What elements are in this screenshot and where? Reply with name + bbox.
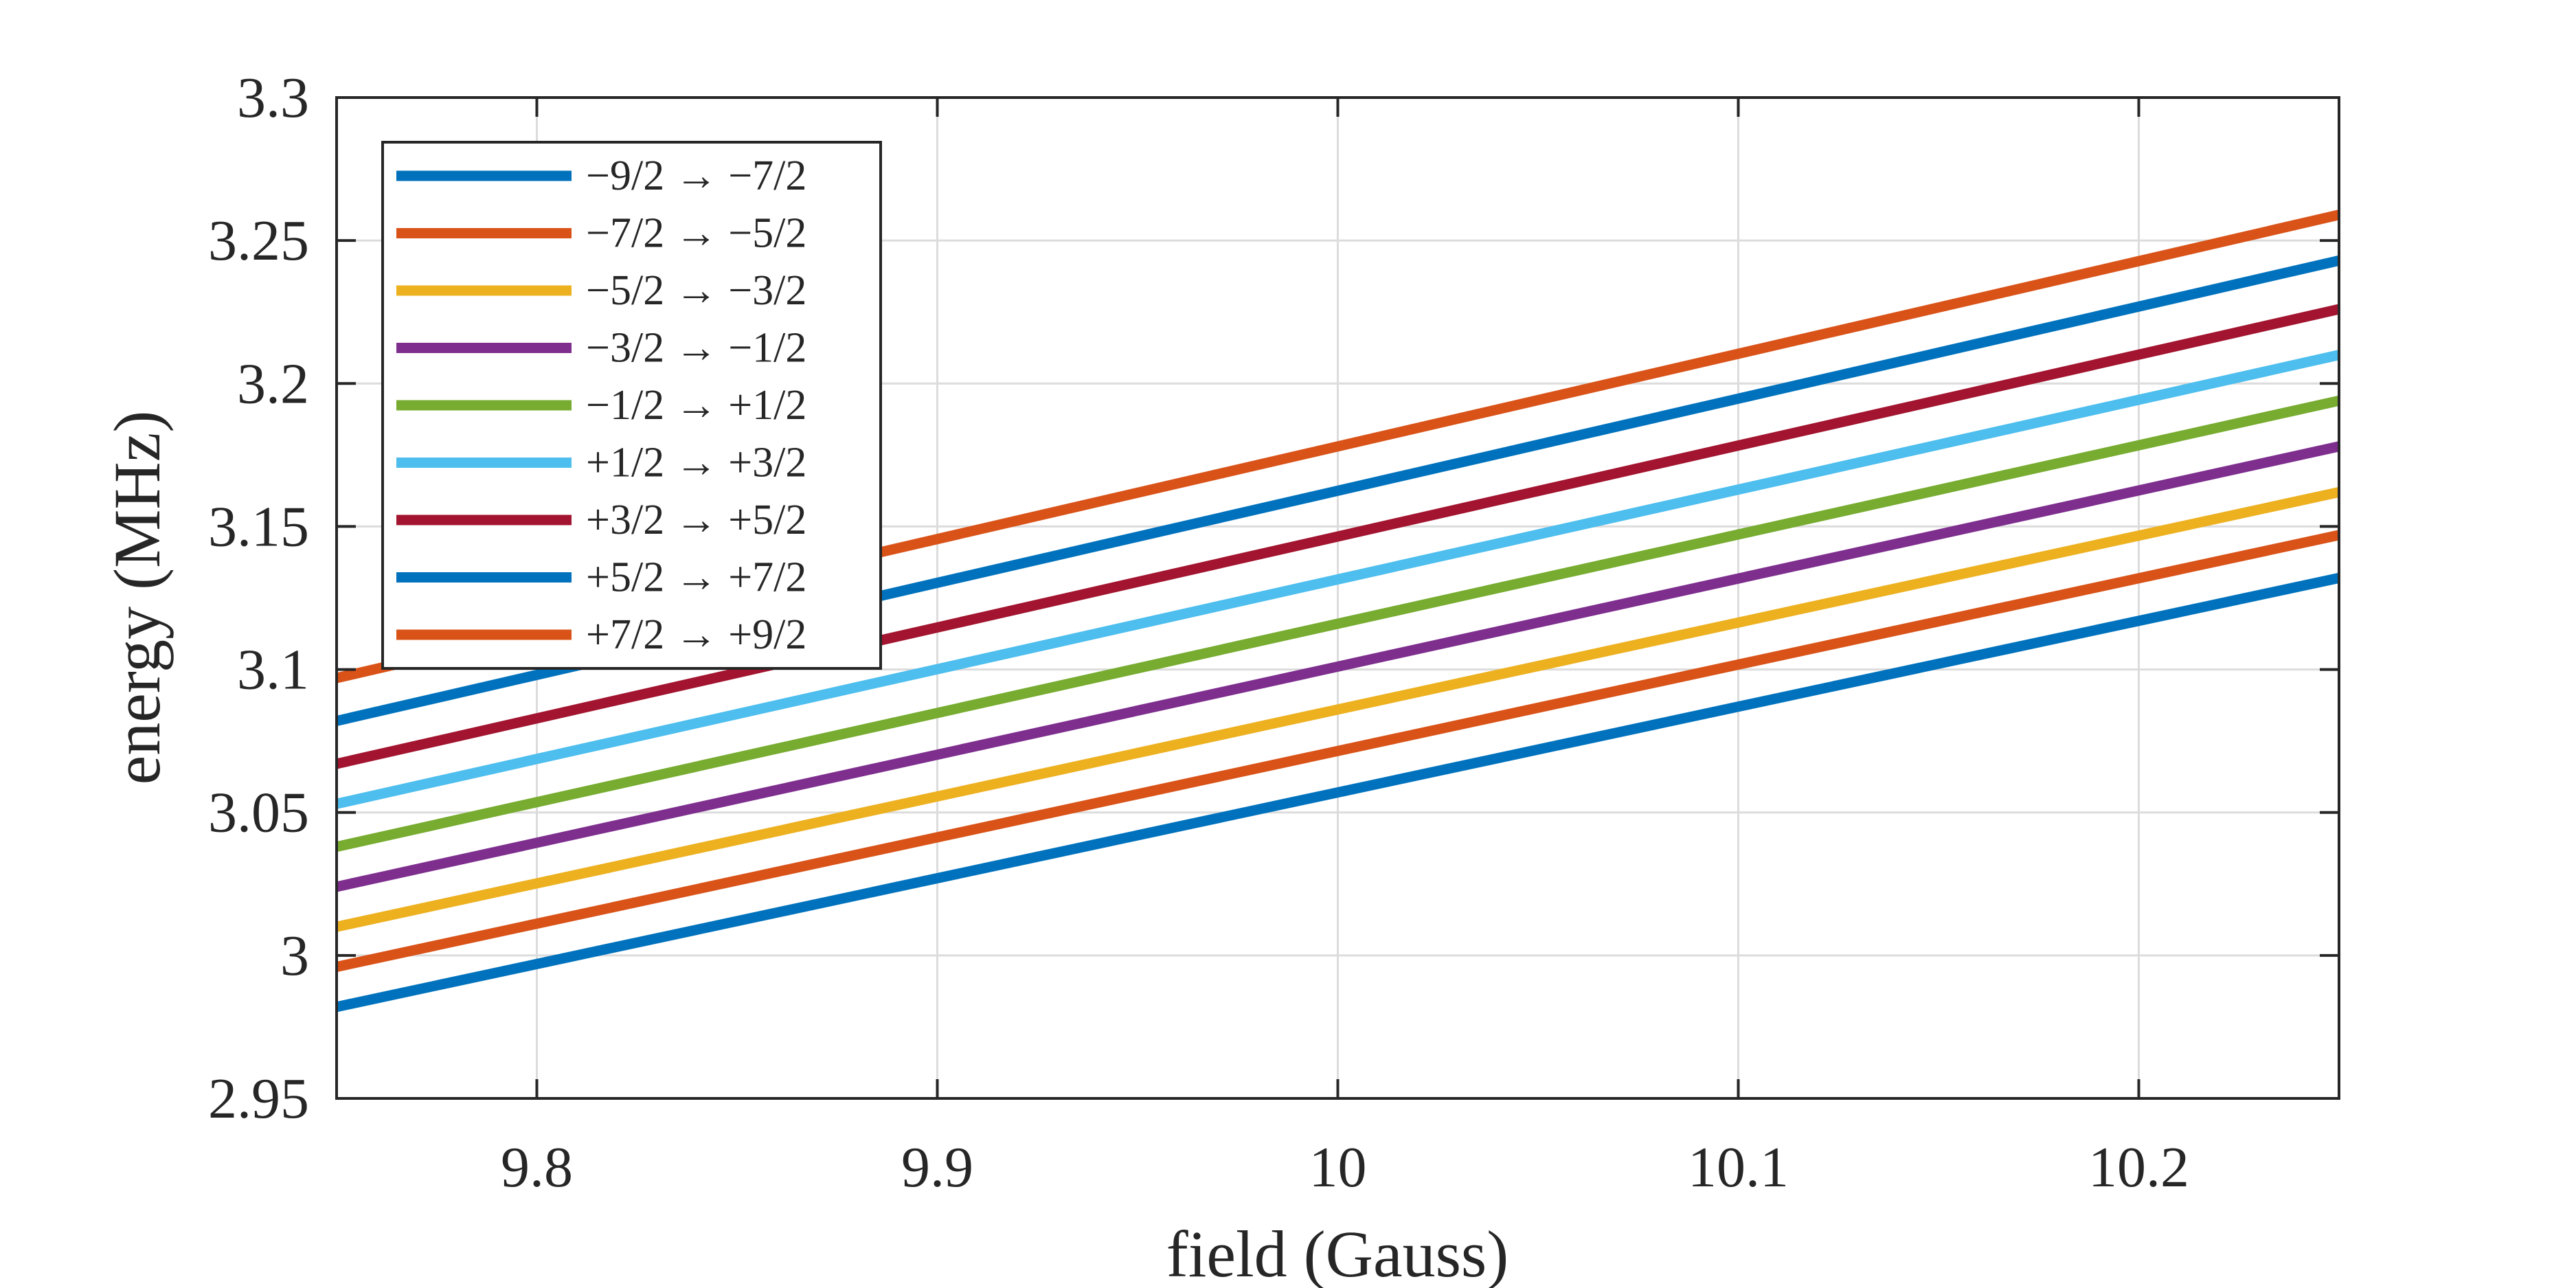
x-axis-label: field (Gauss) <box>1166 1217 1509 1288</box>
y-tick-label: 3.1 <box>237 638 309 702</box>
legend-item: −1/2 → +1/2 <box>396 382 806 429</box>
x-tick-label: 10.2 <box>2088 1136 2189 1199</box>
y-tick-label: 3.3 <box>237 66 309 130</box>
series-line-5 <box>335 395 2340 852</box>
legend-item: +1/2 → +3/2 <box>396 440 806 486</box>
legend-item: −5/2 → −3/2 <box>396 267 806 314</box>
series-line-7 <box>335 304 2340 769</box>
x-tick-label: 10.1 <box>1688 1136 1789 1199</box>
legend-label: +5/2 → +7/2 <box>586 554 806 601</box>
legend-item: −7/2 → −5/2 <box>396 210 806 257</box>
y-tick-label: 3 <box>280 924 309 988</box>
legend-item: −3/2 → −1/2 <box>396 325 806 372</box>
x-tick-labels: 9.8 9.9 10 10.1 10.2 <box>501 1136 2189 1199</box>
y-tick-label: 3.15 <box>208 495 309 558</box>
legend-item: −9/2 → −7/2 <box>396 152 806 199</box>
legend-item: +7/2 → +9/2 <box>396 611 806 658</box>
series-line-1 <box>335 573 2340 1013</box>
legend-label: +1/2 → +3/2 <box>586 440 806 486</box>
axis-ticks <box>337 96 2339 1100</box>
series-line-4 <box>335 441 2340 892</box>
y-tick-label: 3.05 <box>208 781 309 845</box>
y-tick-labels: 2.95 3 3.05 3.1 3.15 3.2 3.25 3.3 <box>208 66 309 1131</box>
legend-label: −7/2 → −5/2 <box>586 210 806 257</box>
legend-label: −3/2 → −1/2 <box>586 325 806 372</box>
legend-label: +7/2 → +9/2 <box>586 611 806 658</box>
legend-label: −5/2 → −3/2 <box>586 267 806 314</box>
x-tick-label: 9.8 <box>501 1136 573 1199</box>
series-line-2 <box>335 530 2340 972</box>
y-tick-label: 2.95 <box>208 1067 309 1131</box>
series-line-6 <box>335 350 2340 809</box>
legend-items: −9/2 → −7/2 −7/2 → −5/2 −5/2 → −3/2 −3/2 → … <box>396 152 806 658</box>
y-tick-label: 3.25 <box>208 209 309 273</box>
x-tick-label: 9.9 <box>901 1136 973 1199</box>
legend-label: +3/2 → +5/2 <box>586 497 806 543</box>
legend-label: −1/2 → +1/2 <box>586 382 806 429</box>
x-tick-label: 10 <box>1309 1136 1367 1199</box>
legend-label: −9/2 → −7/2 <box>586 152 806 199</box>
y-tick-label: 3.2 <box>237 352 309 416</box>
legend-item: +3/2 → +5/2 <box>396 497 806 543</box>
legend: −9/2 → −7/2 −7/2 → −5/2 −5/2 → −3/2 −3/2 → … <box>381 141 882 670</box>
y-axis-label: energy (MHz) <box>100 411 174 785</box>
legend-item: +5/2 → +7/2 <box>396 554 806 601</box>
series-line-3 <box>335 487 2340 932</box>
